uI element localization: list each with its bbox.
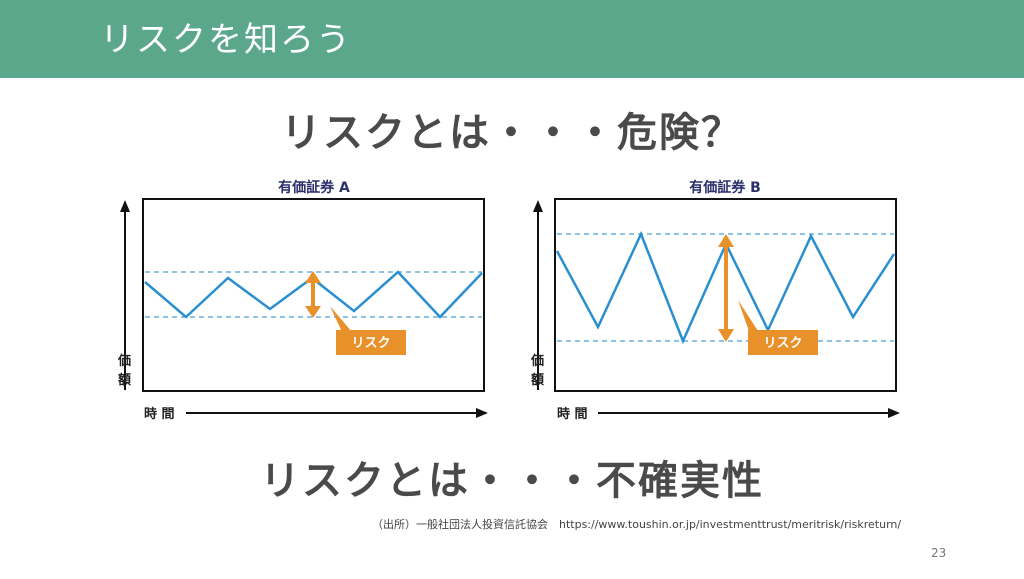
chart-b: 有価証券 B リスク 価 額 時 間 xyxy=(530,179,900,422)
heading-risk-danger: リスクとは・・・危険？ xyxy=(281,110,743,156)
chart-b-risk-arrow-down xyxy=(718,329,734,342)
source-citation: （出所）一般社団法人投資信託協会 https://www.toushin.or.… xyxy=(372,518,902,531)
chart-b-risk-label-box xyxy=(748,330,818,355)
chart-b-x-label: 時 間 xyxy=(557,406,588,422)
chart-a-y-arrow-icon xyxy=(120,200,130,212)
header-bar: リスクを知ろう xyxy=(0,0,1024,78)
chart-b-y-arrow-icon xyxy=(533,200,543,212)
chart-a-risk-pointer xyxy=(330,306,352,332)
chart-a-x-label: 時 間 xyxy=(144,406,175,422)
chart-b-risk-label: リスク xyxy=(763,336,802,351)
chart-b-title: 有価証券 B xyxy=(689,179,761,196)
chart-a-risk-label: リスク xyxy=(351,336,390,351)
chart-a-y-label-2: 額 xyxy=(117,372,131,388)
chart-a-risk-arrow-down xyxy=(305,306,321,318)
chart-b-frame xyxy=(554,198,897,392)
chart-a-frame xyxy=(142,198,485,392)
chart-b-y-label-2: 額 xyxy=(530,372,544,388)
page-number: 23 xyxy=(931,546,947,560)
chart-a-y-label-1: 価 xyxy=(117,353,131,369)
heading-risk-uncertainty: リスクとは・・・不確実性 xyxy=(260,458,764,504)
chart-a: 有価証券 A リスク 価 額 時 間 xyxy=(117,179,488,422)
chart-b-y-label-1: 価 xyxy=(530,353,544,369)
slide-title: リスクを知ろう xyxy=(100,20,352,60)
chart-a-risk-label-box xyxy=(336,330,406,355)
chart-a-title: 有価証券 A xyxy=(278,179,350,196)
chart-a-risk-arrow-up xyxy=(305,271,321,283)
chart-b-risk-arrow-up xyxy=(718,234,734,247)
chart-b-risk-pointer xyxy=(738,300,760,334)
chart-a-x-arrow-icon xyxy=(476,408,488,418)
chart-b-x-arrow-icon xyxy=(888,408,900,418)
